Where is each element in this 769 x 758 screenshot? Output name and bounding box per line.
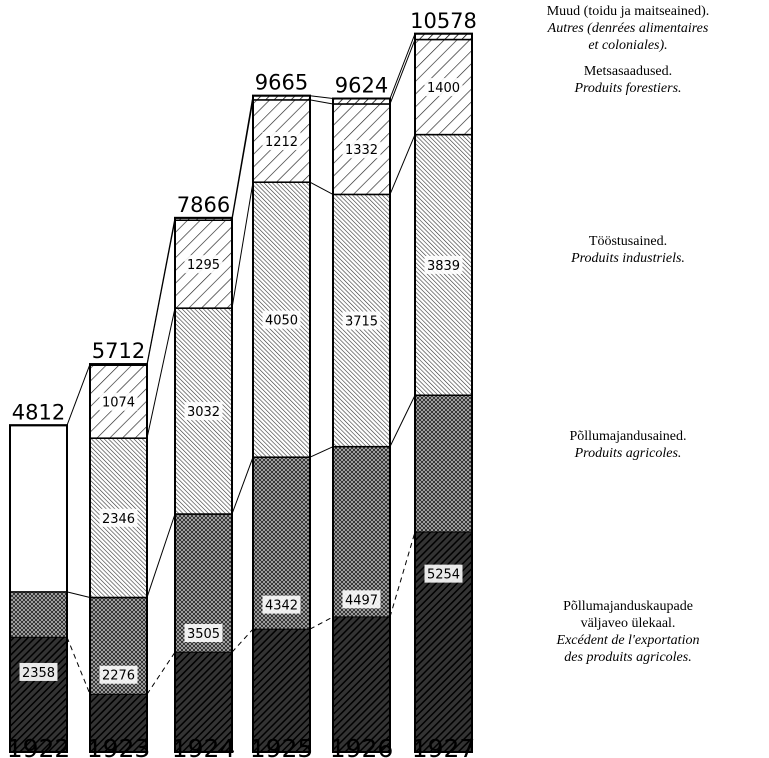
label-bg xyxy=(184,402,223,421)
connector xyxy=(309,99,334,105)
label-bg xyxy=(262,595,301,614)
legend-text: Muud (toidu ja maitseained). xyxy=(547,4,710,19)
label-bg xyxy=(342,140,381,159)
excess-connector xyxy=(309,616,334,630)
legend-text: Produits agricoles. xyxy=(574,446,682,461)
excess-segment xyxy=(252,628,311,753)
total-label: 10578 xyxy=(410,9,477,33)
connector xyxy=(309,181,334,195)
segment-label: 3839 xyxy=(427,259,460,274)
segment-label: 1212 xyxy=(265,135,298,150)
bar-outline xyxy=(414,32,473,754)
label-bg xyxy=(184,255,223,274)
excess-segment xyxy=(174,651,233,753)
segment-label: 3505 xyxy=(187,627,220,642)
connector xyxy=(66,591,91,598)
excess-connector xyxy=(389,531,416,618)
segment-label: 4497 xyxy=(345,593,378,608)
year-label: 1926 xyxy=(330,734,394,758)
excess-segment xyxy=(9,636,68,753)
excess-connector xyxy=(231,628,254,653)
excess-segment xyxy=(332,616,391,753)
segment-label: 5254 xyxy=(427,568,460,583)
bar-outline xyxy=(252,94,311,753)
connector xyxy=(389,39,416,105)
year-label: 1922 xyxy=(7,734,71,758)
label-bg xyxy=(424,564,463,583)
segment-label: 1400 xyxy=(427,81,460,96)
label-bg xyxy=(99,392,138,411)
total-label: 9665 xyxy=(255,71,308,95)
legend-text: Produits forestiers. xyxy=(573,81,681,96)
total-label: 5712 xyxy=(92,339,145,363)
segment-label: 4050 xyxy=(265,314,298,329)
legend-text: Excédent de l'exportation xyxy=(556,633,700,648)
bar-outline xyxy=(174,216,233,753)
connector xyxy=(231,457,254,515)
segment-label: 2276 xyxy=(102,669,135,684)
legend-text: Autres (denrées alimentaires xyxy=(547,21,709,36)
legend-text: Põllumajanduskaupade xyxy=(563,599,693,614)
connector xyxy=(389,395,416,447)
label-bg xyxy=(424,78,463,97)
segment-label: 1295 xyxy=(187,258,220,273)
connector xyxy=(231,95,254,218)
legend-text: väljaveo ülekaal. xyxy=(581,616,676,631)
connector xyxy=(146,308,176,439)
excess-segment xyxy=(89,693,148,753)
connector xyxy=(309,95,334,100)
connector xyxy=(66,363,91,426)
label-bg xyxy=(424,255,463,274)
bar-outline xyxy=(332,97,391,754)
segment-label: 4342 xyxy=(265,599,298,614)
year-label: 1924 xyxy=(172,734,236,758)
legend-text: et coloniales). xyxy=(588,38,667,53)
label-bg xyxy=(99,508,138,527)
segment-label: 3715 xyxy=(345,315,378,330)
legend-text: Põllumajandusained. xyxy=(569,429,686,444)
connector xyxy=(389,33,416,99)
connector xyxy=(389,134,416,195)
label-bg xyxy=(19,662,58,681)
year-label: 1927 xyxy=(412,734,476,758)
segment-label: 1332 xyxy=(345,143,378,158)
legend-text: Tööstusained. xyxy=(589,234,667,249)
year-label: 1925 xyxy=(250,734,314,758)
segment-label: 2358 xyxy=(22,666,55,681)
label-bg xyxy=(262,310,301,329)
label-bg xyxy=(262,132,301,151)
total-label: 9624 xyxy=(335,74,388,98)
legend-text: Metsasaadused. xyxy=(584,64,672,79)
label-bg xyxy=(342,590,381,609)
connector xyxy=(146,217,176,365)
legend-text: des produits agricoles. xyxy=(564,650,691,665)
bar-outline xyxy=(89,363,148,753)
year-label: 1923 xyxy=(87,734,151,758)
label-bg xyxy=(342,311,381,330)
segment-label: 1074 xyxy=(102,396,135,411)
segment-label: 3032 xyxy=(187,405,220,420)
connector xyxy=(231,182,254,309)
bar-outline xyxy=(9,424,68,753)
total-label: 4812 xyxy=(12,400,65,424)
excess-connector xyxy=(66,637,91,695)
label-bg xyxy=(184,624,223,643)
total-label: 7866 xyxy=(177,193,230,217)
label-bg xyxy=(99,665,138,684)
connector xyxy=(309,446,334,458)
connector xyxy=(146,513,176,598)
excess-connector xyxy=(146,651,176,695)
legend-text: Produits industriels. xyxy=(570,251,685,266)
segment-label: 2346 xyxy=(102,512,135,527)
